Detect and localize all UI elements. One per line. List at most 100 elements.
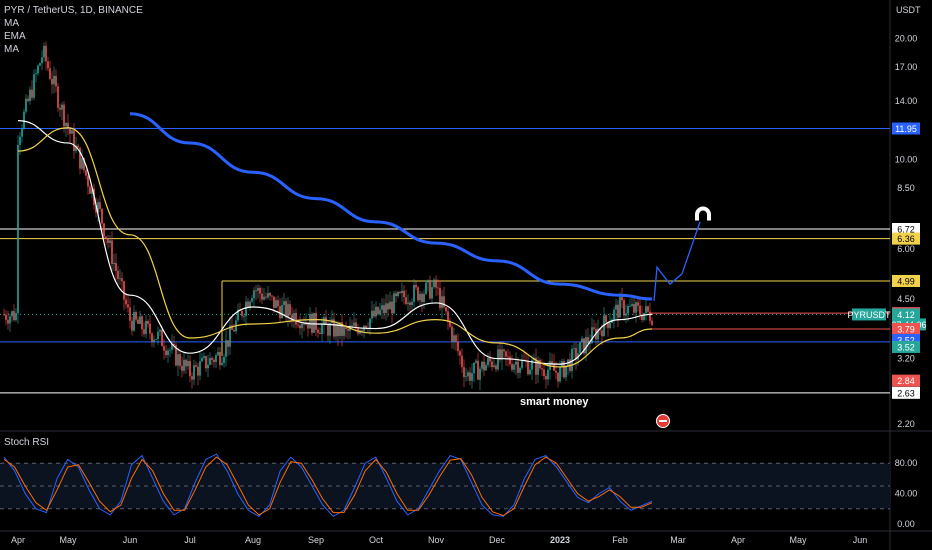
candle-body-125 <box>253 290 255 299</box>
candle-body-22 <box>47 61 49 69</box>
candle-body-61 <box>125 299 127 305</box>
candle-body-238 <box>479 368 481 380</box>
candle-body-21 <box>45 45 47 62</box>
candle-body-50 <box>103 223 105 237</box>
candle-body-263 <box>529 369 531 375</box>
candle-body-68 <box>139 316 141 324</box>
candle-body-135 <box>273 296 275 308</box>
stoch-rsi-label[interactable]: Stoch RSI <box>4 437 50 448</box>
candle-body-74 <box>151 333 153 343</box>
candle-body-150 <box>303 323 305 325</box>
x-tick-2: Jun <box>123 535 138 545</box>
candle-body-285 <box>573 348 575 350</box>
candle-body-191 <box>385 303 387 313</box>
candle-body-207 <box>417 287 419 301</box>
candle-body-192 <box>387 303 389 310</box>
candle-body-157 <box>317 329 319 333</box>
candle-body-115 <box>233 329 235 332</box>
candle-body-15 <box>33 74 35 98</box>
candle-body-223 <box>449 320 451 327</box>
candle-body-319 <box>641 314 643 320</box>
candle-body-28 <box>59 107 61 110</box>
candle-body-280 <box>563 360 565 378</box>
candle-body-134 <box>271 295 273 297</box>
candle-body-147 <box>297 324 299 326</box>
candle-body-312 <box>627 306 629 314</box>
candle-body-12 <box>27 98 29 102</box>
indicator-ma-2[interactable]: MA <box>4 44 19 55</box>
candle-body-250 <box>503 349 505 352</box>
candle-body-205 <box>413 284 415 302</box>
candle-body-316 <box>635 302 637 313</box>
candle-body-141 <box>285 301 287 318</box>
candle-body-133 <box>269 293 271 296</box>
chart-legend: PYR / TetherUS, 1D, BINANCE MA EMA MA <box>4 4 143 56</box>
candle-body-25 <box>53 75 55 85</box>
candle-body-210 <box>423 293 425 302</box>
candle-body-270 <box>543 369 545 377</box>
candle-body-235 <box>473 362 475 374</box>
candle-body-267 <box>537 360 539 375</box>
candle-body-120 <box>243 315 245 317</box>
price-tag-bg-6 <box>892 340 920 353</box>
candle-body-131 <box>265 296 267 298</box>
candle-body-213 <box>429 280 431 299</box>
x-tick-9: 2023 <box>550 535 570 545</box>
candle-body-302 <box>607 322 609 328</box>
magnet-icon <box>695 206 711 221</box>
candle-body-186 <box>375 306 377 317</box>
y-tick-5: 8.50 <box>897 183 915 193</box>
candle-body-220 <box>443 296 445 308</box>
candle-body-253 <box>509 356 511 365</box>
candle-body-14 <box>31 89 33 98</box>
candle-body-39 <box>81 158 83 169</box>
candle-body-65 <box>133 312 135 331</box>
x-tick-5: Sep <box>308 535 324 545</box>
indicator-ema[interactable]: EMA <box>4 31 26 42</box>
candle-body-200 <box>403 290 405 298</box>
candle-body-145 <box>293 313 295 322</box>
candle-body-49 <box>101 208 103 224</box>
chart-title[interactable]: PYR / TetherUS, 1D, BINANCE <box>4 5 143 16</box>
candle-body-142 <box>287 304 289 318</box>
rsi-line-K <box>3 453 653 518</box>
candle-body-306 <box>615 304 617 310</box>
candle-body-246 <box>495 365 497 370</box>
candle-body-140 <box>283 301 285 306</box>
candle-body-201 <box>405 297 407 304</box>
level-tag-0: 11.95 <box>895 124 917 134</box>
candle-body-313 <box>629 305 631 307</box>
us-flag-icon[interactable] <box>656 414 670 428</box>
candle-body-80 <box>163 346 165 351</box>
candle-body-51 <box>105 236 107 239</box>
candle-body-149 <box>301 323 303 329</box>
ma-line-white <box>17 120 653 365</box>
candle-body-271 <box>545 376 547 380</box>
candle-body-23 <box>49 68 51 79</box>
candle-body-70 <box>143 329 145 334</box>
candle-body-310 <box>623 300 625 316</box>
candle-body-126 <box>255 290 257 292</box>
candle-body-41 <box>85 170 87 176</box>
candle-body-129 <box>261 293 263 300</box>
currency-label[interactable]: USDT <box>896 5 921 15</box>
candle-body-106 <box>215 355 217 362</box>
candle-body-137 <box>277 300 279 307</box>
candle-body-156 <box>315 313 317 330</box>
indicator-ma-1[interactable]: MA <box>4 18 19 29</box>
candle-body-252 <box>507 356 509 358</box>
price-tag-bg-4 <box>892 323 920 336</box>
candle-body-86 <box>175 345 177 366</box>
candle-body-95 <box>193 365 195 380</box>
candle-body-81 <box>165 350 167 356</box>
candle-body-13 <box>29 89 31 102</box>
candle-body-67 <box>137 319 139 324</box>
candle-body-91 <box>185 359 187 367</box>
candle-body-1 <box>5 314 7 320</box>
candle-body-71 <box>145 321 147 334</box>
candle-body-224 <box>451 326 453 342</box>
candle-body-2 <box>7 319 9 324</box>
candle-body-64 <box>131 320 133 331</box>
x-tick-4: Aug <box>245 535 261 545</box>
